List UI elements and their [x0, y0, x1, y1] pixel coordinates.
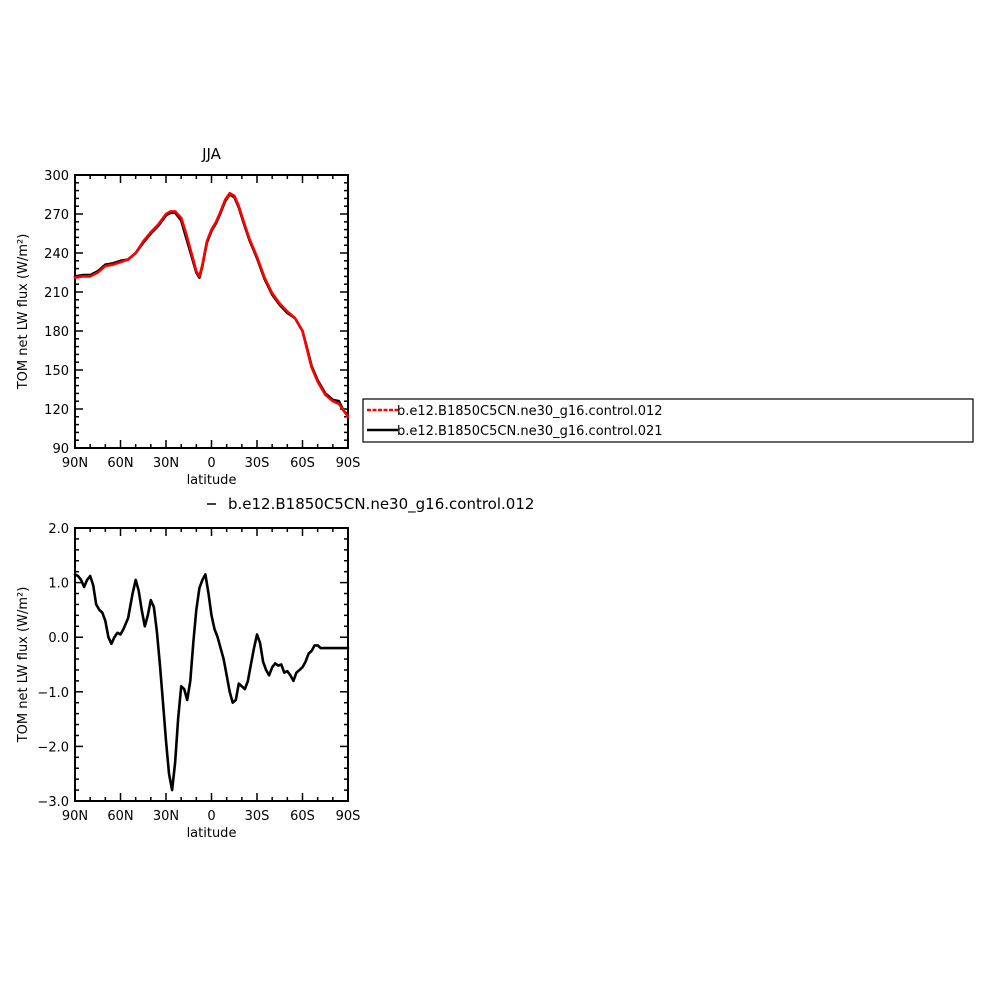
bottom-series-label: b.e12.B1850C5CN.ne30_g16.control.012	[207, 495, 534, 514]
top-series-group	[73, 191, 350, 419]
bot-series-line-0	[73, 573, 350, 792]
bottom-series-label-text: b.e12.B1850C5CN.ne30_g16.control.012	[228, 495, 534, 514]
top-xtick-label-1: 60N	[107, 456, 133, 471]
bot-xtick-label-1: 60N	[107, 809, 133, 824]
top-ytick-label-5: 240	[44, 247, 69, 262]
bot-xtick-label-5: 60S	[290, 809, 315, 824]
top-chart-title: JJA	[201, 145, 222, 163]
bot-xtick-label-4: 30S	[245, 809, 270, 824]
top-xtick-label-4: 30S	[245, 456, 270, 471]
top-axis-ticks: 90N 60N 30N 0 30S 60S 90S 90 120 150 180 210 240 270 3…	[44, 169, 360, 471]
top-ytick-label-4: 210	[44, 286, 69, 301]
legend-label-control-021: b.e12.B1850C5CN.ne30_g16.control.021	[397, 424, 663, 439]
bot-xtick-label-0: 90N	[62, 809, 88, 824]
top-ytick-label-1: 120	[44, 403, 69, 418]
bot-ytick-label-5: 2.0	[48, 522, 69, 537]
bot-ytick-label-4: 1.0	[48, 577, 69, 592]
bot-ytick-label-3: 0.0	[48, 631, 69, 646]
top-ytick-label-7: 300	[44, 169, 69, 184]
top-ytick-label-2: 150	[44, 364, 69, 379]
legend-label-control-012: b.e12.B1850C5CN.ne30_g16.control.012	[397, 404, 663, 419]
top-ytick-label-6: 270	[44, 208, 69, 223]
legend-box	[362, 398, 974, 443]
top-xtick-label-2: 30N	[153, 456, 179, 471]
bot-xtick-label-3: 0	[207, 809, 215, 824]
bottom-x-axis-label: latitude	[187, 826, 237, 841]
top-xtick-label-3: 0	[207, 456, 215, 471]
top-ytick-label-3: 180	[44, 325, 69, 340]
top-xtick-label-6: 90S	[336, 456, 361, 471]
top-plot-frame	[74, 174, 349, 449]
bot-xtick-label-2: 30N	[153, 809, 179, 824]
bot-ytick-label-2: −1.0	[37, 686, 69, 701]
bottom-chart: 90N 60N 30N 0 30S 60S 90S −3.0 −2.0 −1.0 0.0 1.0 2.0…	[16, 522, 360, 841]
bottom-plot-frame	[74, 527, 349, 802]
bottom-series-group	[73, 573, 350, 792]
bot-xtick-label-6: 90S	[336, 809, 361, 824]
bottom-y-axis-label: TOM net LW flux (W/m²)	[16, 587, 31, 744]
top-y-axis-label: TOM net LW flux (W/m²)	[16, 234, 31, 391]
top-xtick-label-0: 90N	[62, 456, 88, 471]
top-ytick-label-0: 90	[52, 442, 69, 457]
top-x-axis-label: latitude	[187, 473, 237, 488]
bottom-axis-ticks: 90N 60N 30N 0 30S 60S 90S −3.0 −2.0 −1.0 0.0 1.0 2.0	[37, 522, 360, 824]
bot-ytick-label-1: −2.0	[37, 740, 69, 755]
bot-ytick-label-0: −3.0	[37, 795, 69, 810]
top-series-line-1	[73, 191, 350, 419]
top-chart: JJA 90N 60N 30N 0 30S 60S 90S 90 120 150 180 210 240…	[16, 145, 360, 488]
legend: b.e12.B1850C5CN.ne30_g16.control.012 b.e…	[362, 398, 974, 443]
top-xtick-label-5: 60S	[290, 456, 315, 471]
